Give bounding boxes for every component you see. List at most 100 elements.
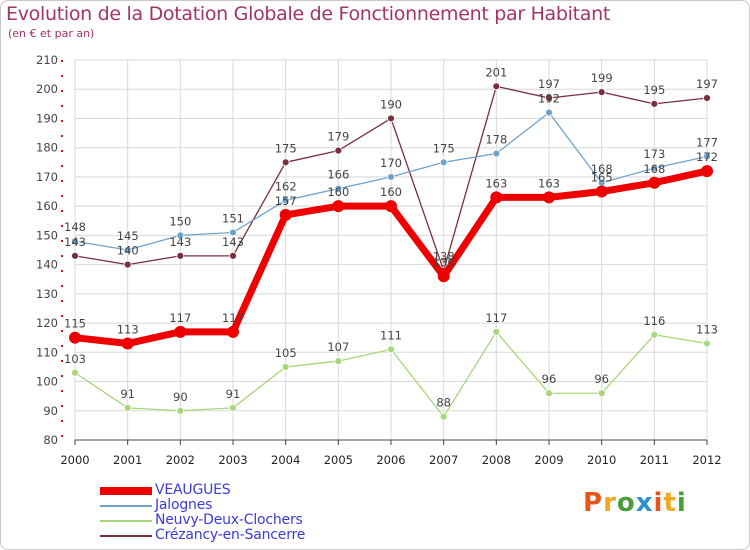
data-point: [281, 363, 290, 371]
data-point: [332, 200, 345, 213]
data-label: 143: [64, 235, 86, 249]
data-point: [595, 185, 608, 198]
data-label: 96: [542, 372, 557, 386]
data-label: 91: [120, 387, 135, 401]
data-label: 165: [591, 171, 613, 185]
data-point: [437, 270, 450, 283]
data-label: 111: [380, 328, 402, 342]
y-tick-label: 130: [36, 287, 58, 301]
data-label: 163: [485, 176, 507, 190]
logo-letter: t: [663, 488, 677, 518]
data-point: [281, 196, 290, 205]
data-point: [597, 88, 606, 97]
data-label: 168: [643, 162, 665, 176]
logo-letter: i: [653, 488, 664, 518]
x-tick-label: 2008: [482, 453, 511, 467]
data-point: [229, 251, 237, 260]
data-label: 96: [594, 372, 609, 386]
chart-title: Evolution de la Dotation Globale de Fonc…: [6, 3, 611, 25]
x-tick-label: 2009: [534, 453, 563, 467]
data-point: [281, 158, 290, 167]
x-tick-label: 2003: [218, 453, 247, 467]
data-label: 157: [275, 194, 297, 208]
legend-swatch: [100, 520, 152, 522]
data-point: [492, 149, 501, 158]
data-point: [545, 108, 553, 117]
data-label: 91: [226, 387, 241, 401]
logo-letter: o: [616, 488, 636, 518]
legend-label: Neuvy-Deux-Clochers: [155, 512, 303, 528]
data-label: 201: [485, 65, 507, 79]
data-label: 117: [485, 311, 507, 325]
data-point: [174, 325, 187, 338]
data-point: [492, 327, 501, 336]
data-label: 151: [222, 211, 244, 225]
data-label: 160: [380, 185, 402, 199]
line-chart: 8090100110120130140150160170180190200210…: [36, 53, 722, 467]
x-tick-label: 2006: [376, 453, 405, 467]
x-tick-label: 2005: [324, 453, 353, 467]
data-point: [703, 94, 711, 102]
data-label: 113: [117, 323, 139, 337]
data-label: 190: [380, 97, 402, 111]
logo-letter: i: [676, 488, 687, 518]
data-label: 192: [538, 92, 560, 106]
data-point: [545, 389, 553, 398]
data-point: [597, 389, 606, 398]
x-tick-label: 2004: [271, 453, 300, 467]
data-point: [650, 99, 659, 108]
y-tick-label: 200: [36, 82, 58, 96]
data-point: [701, 165, 713, 178]
y-tick-label: 90: [43, 404, 58, 418]
data-label: 113: [696, 323, 718, 337]
data-label: 107: [327, 340, 349, 354]
data-label: 143: [222, 235, 244, 249]
data-point: [492, 82, 501, 91]
data-point: [334, 357, 343, 365]
data-label: 175: [275, 141, 297, 155]
y-tick-label: 100: [36, 375, 58, 389]
data-label: 199: [591, 71, 613, 85]
data-point: [648, 176, 661, 189]
x-tick-label: 2001: [113, 453, 142, 467]
data-label: 179: [327, 130, 349, 144]
logo-letter: r: [603, 488, 617, 518]
proxiti-logo: Proxiti: [583, 488, 687, 518]
data-label: 178: [485, 133, 507, 147]
logo-letter: P: [583, 488, 604, 518]
data-point: [387, 345, 395, 354]
data-point: [385, 200, 397, 213]
y-tick-label: 80: [43, 433, 58, 447]
legend-label: VEAUGUES: [155, 482, 231, 498]
data-label: 163: [538, 176, 560, 190]
data-point: [229, 403, 237, 412]
logo-letter: x: [635, 488, 654, 518]
data-label: 90: [173, 390, 188, 404]
x-tick-label: 2002: [166, 453, 195, 467]
data-point: [229, 228, 237, 237]
data-point: [123, 246, 132, 254]
data-label: 117: [222, 311, 244, 325]
data-label: 143: [169, 235, 191, 249]
data-label: 166: [327, 168, 349, 182]
data-label: 173: [643, 147, 665, 161]
data-point: [176, 406, 185, 415]
y-tick-label: 210: [36, 53, 58, 67]
data-point: [545, 94, 553, 102]
x-tick-label: 2011: [640, 453, 669, 467]
data-point: [703, 339, 711, 348]
data-label: 145: [117, 229, 139, 243]
data-label: 172: [696, 150, 718, 164]
data-label: 103: [64, 352, 86, 366]
chart-subtitle: (en € et par an): [8, 27, 95, 40]
data-point: [123, 260, 132, 269]
data-point: [334, 146, 343, 155]
data-label: 177: [696, 135, 718, 149]
data-label: 175: [433, 141, 455, 155]
data-label: 148: [64, 220, 86, 234]
data-label: 197: [696, 77, 718, 91]
data-point: [543, 191, 555, 204]
data-label: 168: [591, 162, 613, 176]
x-tick-label: 2000: [60, 453, 89, 467]
data-label: 162: [275, 179, 297, 193]
